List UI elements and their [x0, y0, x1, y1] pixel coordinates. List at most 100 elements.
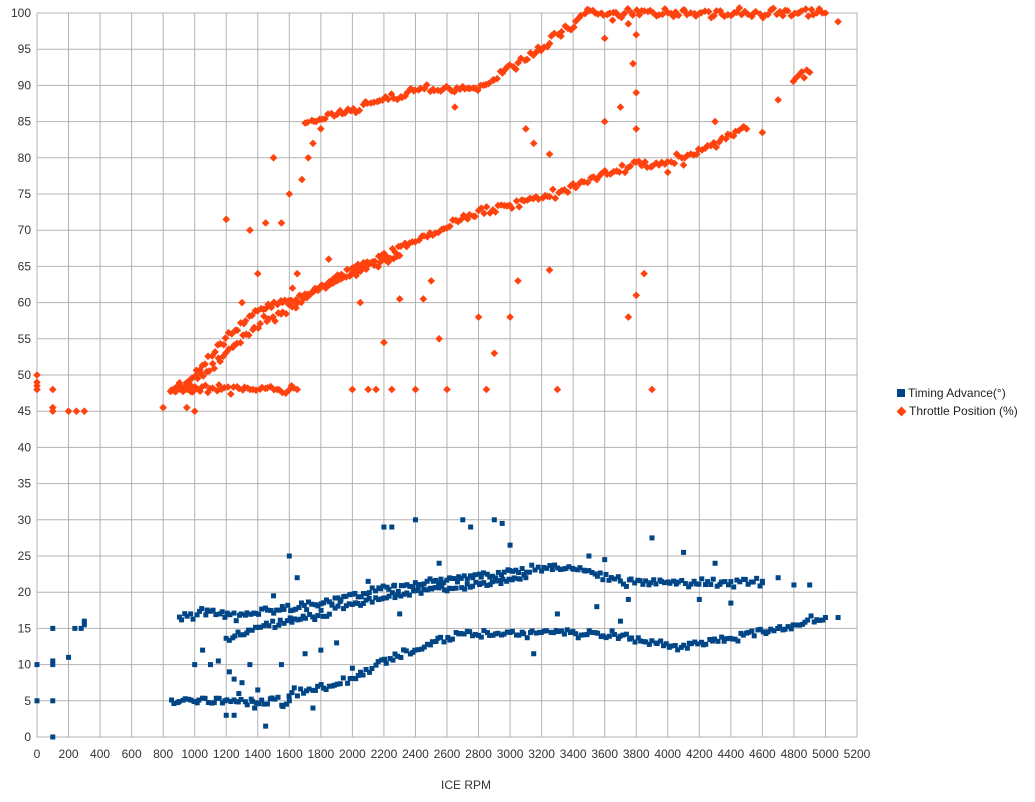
throttle-position-point: [545, 266, 554, 274]
timing-advance-point: [484, 571, 490, 577]
timing-advance-point: [310, 614, 316, 620]
timing-advance-point: [258, 624, 264, 630]
timing-advance-point: [236, 691, 242, 697]
timing-advance-point: [404, 582, 410, 588]
throttle-position-point: [486, 209, 494, 217]
throttle-position-point: [597, 169, 606, 178]
timing-advance-point: [454, 579, 460, 585]
throttle-position-point: [233, 326, 242, 335]
throttle-position-point: [210, 364, 218, 373]
timing-advance-point: [637, 578, 643, 584]
timing-advance-point: [276, 622, 282, 628]
x-axis-title: ICE RPM: [441, 778, 491, 792]
throttle-position-point: [304, 154, 313, 162]
timing-advance-point: [321, 685, 327, 691]
timing-advance-point: [563, 565, 569, 571]
timing-advance-point: [238, 696, 244, 702]
timing-advance-point: [397, 611, 403, 617]
throttle-position-point: [388, 385, 396, 394]
timing-advance-point: [445, 634, 451, 640]
throttle-position-point: [419, 295, 428, 303]
throttle-position-point: [720, 12, 729, 21]
timing-advance-point: [490, 632, 496, 638]
timing-advance-point: [226, 669, 232, 675]
timing-advance-point: [628, 576, 634, 582]
throttle-position-point: [731, 127, 740, 136]
timing-advance-point: [335, 595, 341, 601]
throttle-position-point: [480, 209, 488, 218]
throttle-position-point: [204, 352, 212, 361]
throttle-position-point: [187, 381, 195, 390]
throttle-position-point: [543, 42, 552, 51]
throttle-position-point: [570, 23, 578, 32]
y-tick-label: 95: [18, 42, 32, 56]
x-tick-label: 5200: [844, 747, 871, 761]
timing-advance-point: [436, 585, 442, 591]
timing-advance-point: [507, 568, 513, 574]
timing-advance-point: [284, 618, 290, 624]
timing-advance-point: [246, 627, 252, 633]
timing-advance-point: [373, 662, 379, 668]
timing-advance-point: [695, 641, 701, 647]
throttle-position-point: [506, 313, 514, 321]
throttle-position-point: [253, 269, 262, 278]
timing-advance-point: [281, 620, 287, 626]
timing-advance-point: [182, 611, 188, 617]
throttle-position-point: [267, 303, 276, 312]
x-tick-label: 3400: [560, 747, 587, 761]
timing-advance-point: [481, 580, 487, 586]
timing-advance-point: [315, 603, 321, 609]
timing-advance-point: [681, 549, 687, 555]
timing-advance-point: [197, 608, 203, 614]
timing-advance-point: [620, 581, 626, 587]
timing-advance-point: [192, 662, 198, 668]
x-tick-label: 4000: [654, 747, 681, 761]
timing-advance-point: [608, 575, 614, 581]
throttle-position-point: [298, 175, 306, 184]
throttle-position-point: [256, 319, 264, 328]
timing-advance-point: [247, 662, 253, 668]
throttle-position-point: [456, 85, 465, 94]
timing-advance-point: [597, 570, 603, 576]
x-tick-label: 5000: [812, 747, 839, 761]
timing-advance-point: [581, 632, 587, 638]
timing-advance-point: [298, 600, 304, 606]
throttle-position-point: [346, 272, 354, 280]
throttle-position-point: [715, 138, 724, 146]
throttle-position-point: [277, 219, 286, 227]
throttle-position-point: [657, 158, 666, 167]
timing-advance-point: [398, 654, 404, 660]
timing-advance-point: [223, 635, 229, 641]
timing-advance-point: [352, 590, 358, 596]
timing-advance-point: [667, 580, 673, 586]
throttle-position-point: [198, 361, 207, 370]
timing-advance-point: [555, 629, 561, 635]
throttle-position-point: [428, 231, 437, 239]
throttle-position-point: [534, 195, 543, 203]
throttle-position-point: [355, 106, 364, 115]
timing-advance-point: [686, 584, 692, 590]
timing-advance-point: [406, 592, 412, 598]
throttle-position-point: [427, 277, 436, 285]
timing-advance-point: [427, 642, 433, 648]
timing-advance-point: [805, 617, 811, 623]
throttle-position-point: [624, 313, 633, 321]
throttle-position-point: [539, 194, 547, 202]
timing-advance-point: [754, 575, 760, 581]
timing-advance-point: [383, 660, 389, 666]
timing-advance-point: [373, 595, 379, 601]
timing-advance-point: [66, 654, 72, 660]
timing-advance-point: [270, 618, 276, 624]
timing-advance-point: [480, 570, 486, 576]
timing-advance-point: [458, 575, 464, 581]
timing-advance-point: [353, 676, 359, 682]
throttle-position-point: [159, 403, 167, 412]
throttle-position-point: [278, 298, 287, 307]
timing-advance-point: [617, 578, 623, 584]
timing-advance-point: [751, 633, 757, 639]
timing-advance-point: [501, 631, 507, 637]
throttle-position-point: [434, 228, 443, 237]
timing-advance-point: [529, 628, 535, 634]
timing-advance-point: [615, 574, 621, 580]
